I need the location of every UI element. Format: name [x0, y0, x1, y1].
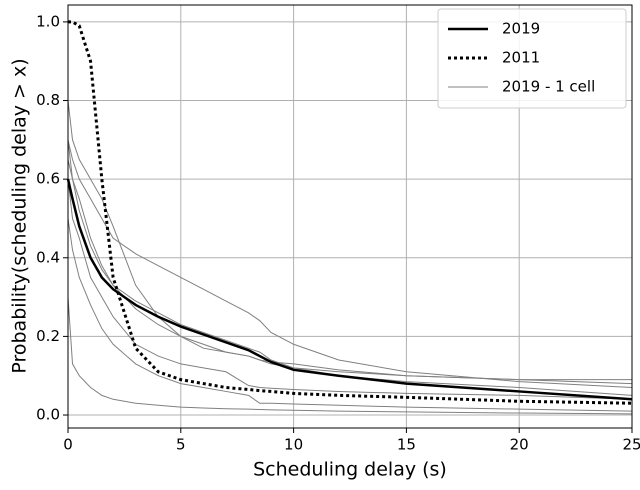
- series-line: [67, 159, 633, 396]
- series-line: [68, 20, 633, 405]
- y-tick-label: 0.8: [36, 91, 60, 109]
- y-tick-label: 0.6: [36, 170, 60, 188]
- x-tick-label: 10: [284, 436, 303, 454]
- y-axis-label: Probability(scheduling delay > x): [9, 58, 31, 373]
- x-axis-label: Scheduling delay (s): [253, 459, 447, 481]
- y-tick-label: 0.2: [36, 327, 60, 345]
- x-tick-label: 25: [622, 436, 640, 454]
- x-tick-label: 5: [176, 436, 186, 454]
- x-tick-label: 15: [397, 436, 416, 454]
- series-line: [67, 139, 633, 385]
- series-line: [67, 100, 632, 381]
- y-tick-label: 1.0: [36, 12, 60, 30]
- x-tick-label: 20: [510, 436, 529, 454]
- legend-label: 2019 - 1 cell: [502, 78, 595, 96]
- series-line: [67, 179, 633, 400]
- legend-label: 2011: [502, 49, 540, 67]
- legend-box: [437, 8, 627, 109]
- series-line: [67, 218, 633, 412]
- y-tick-label: 0.4: [36, 248, 60, 266]
- y-tick-label: 0.0: [36, 406, 60, 424]
- series-line: [67, 139, 633, 389]
- x-tick-label: 0: [63, 436, 73, 454]
- plot-frame: [67, 4, 633, 429]
- series-line: [67, 297, 633, 415]
- series-line: [66, 178, 633, 401]
- legend-label: 2019: [502, 20, 540, 38]
